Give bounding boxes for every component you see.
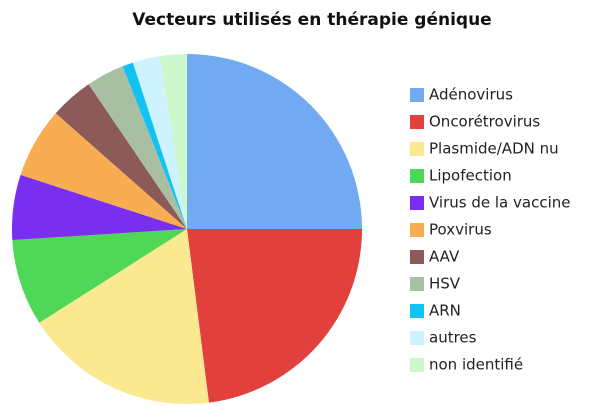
pie-slice: [187, 54, 362, 229]
legend-swatch: [410, 304, 424, 318]
pie-slice: [187, 229, 362, 403]
legend-label: Adénovirus: [429, 86, 513, 104]
legend-swatch: [410, 250, 424, 264]
pie-slice: [12, 174, 188, 240]
legend-swatch: [410, 196, 424, 210]
pie-slice: [132, 56, 187, 229]
legend-label: Virus de la vaccine: [429, 194, 570, 212]
legend-swatch: [410, 358, 424, 372]
legend-label: Plasmide/ADN nu: [429, 140, 559, 158]
legend-label: non identifié: [429, 356, 523, 374]
legend-label: ARN: [429, 302, 461, 320]
legend-label: AAV: [429, 248, 460, 266]
pie-slice: [88, 66, 187, 229]
legend-label: Lipofection: [429, 167, 512, 185]
legend-swatch: [410, 277, 424, 291]
pie-slice: [20, 113, 187, 229]
pie-slice: [55, 84, 188, 230]
pie-slice: [122, 62, 187, 229]
legend-swatch: [410, 223, 424, 237]
legend-swatch: [410, 115, 424, 129]
legend-label: Oncorétrovirus: [429, 113, 540, 131]
legend-swatch: [410, 331, 424, 345]
legend-label: Poxvirus: [429, 221, 492, 239]
legend-label: HSV: [429, 275, 461, 293]
legend-swatch: [410, 88, 424, 102]
legend-swatch: [410, 169, 424, 183]
chart-title: Vecteurs utilisés en thérapie génique: [132, 10, 491, 30]
pie-slice: [159, 54, 187, 229]
pie-slice: [12, 229, 188, 323]
pie-slice: [39, 229, 209, 405]
legend-swatch: [410, 142, 424, 156]
legend-label: autres: [429, 329, 477, 347]
